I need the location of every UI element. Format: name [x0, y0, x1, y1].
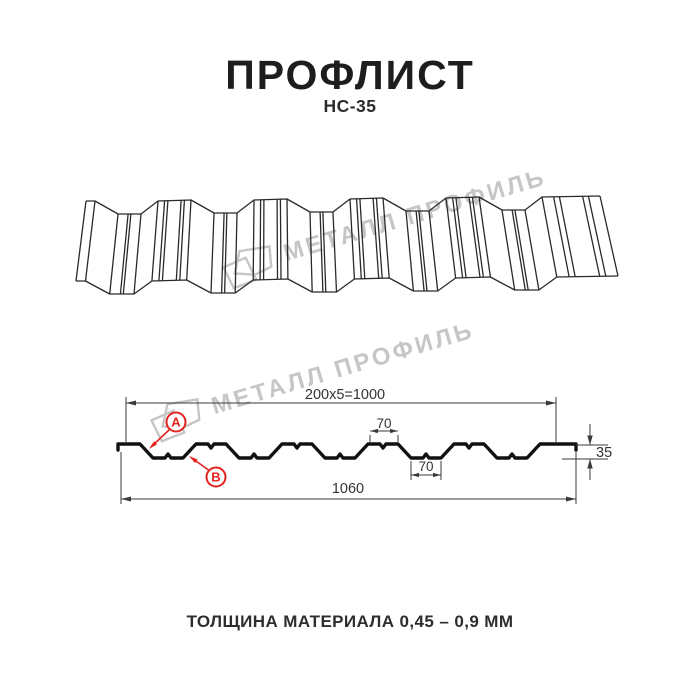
dim-trough-width-label: 70: [418, 459, 433, 474]
dim-height-label: 35: [596, 445, 612, 461]
dimension-lines: [120, 397, 608, 504]
page-title: ПРОФЛИСТ: [225, 52, 475, 98]
marker-a-letter: А: [171, 415, 181, 430]
profile-3d-sketch: [75, 195, 619, 295]
profile-cross-section: [116, 442, 578, 460]
profile-outline: [116, 442, 578, 460]
page-subtitle: НС-35: [323, 96, 377, 116]
marker-b-letter: В: [211, 470, 220, 485]
detail-marker-a: А: [149, 411, 187, 449]
footer-thickness-note: ТОЛЩИНА МАТЕРИАЛА 0,45 – 0,9 ММ: [186, 612, 514, 631]
dim-modules-width-label: 200x5=1000: [305, 387, 385, 403]
detail-marker-b: В: [189, 456, 227, 488]
dim-total-width-label: 1060: [332, 481, 364, 497]
dim-crest-width-label: 70: [376, 416, 391, 431]
